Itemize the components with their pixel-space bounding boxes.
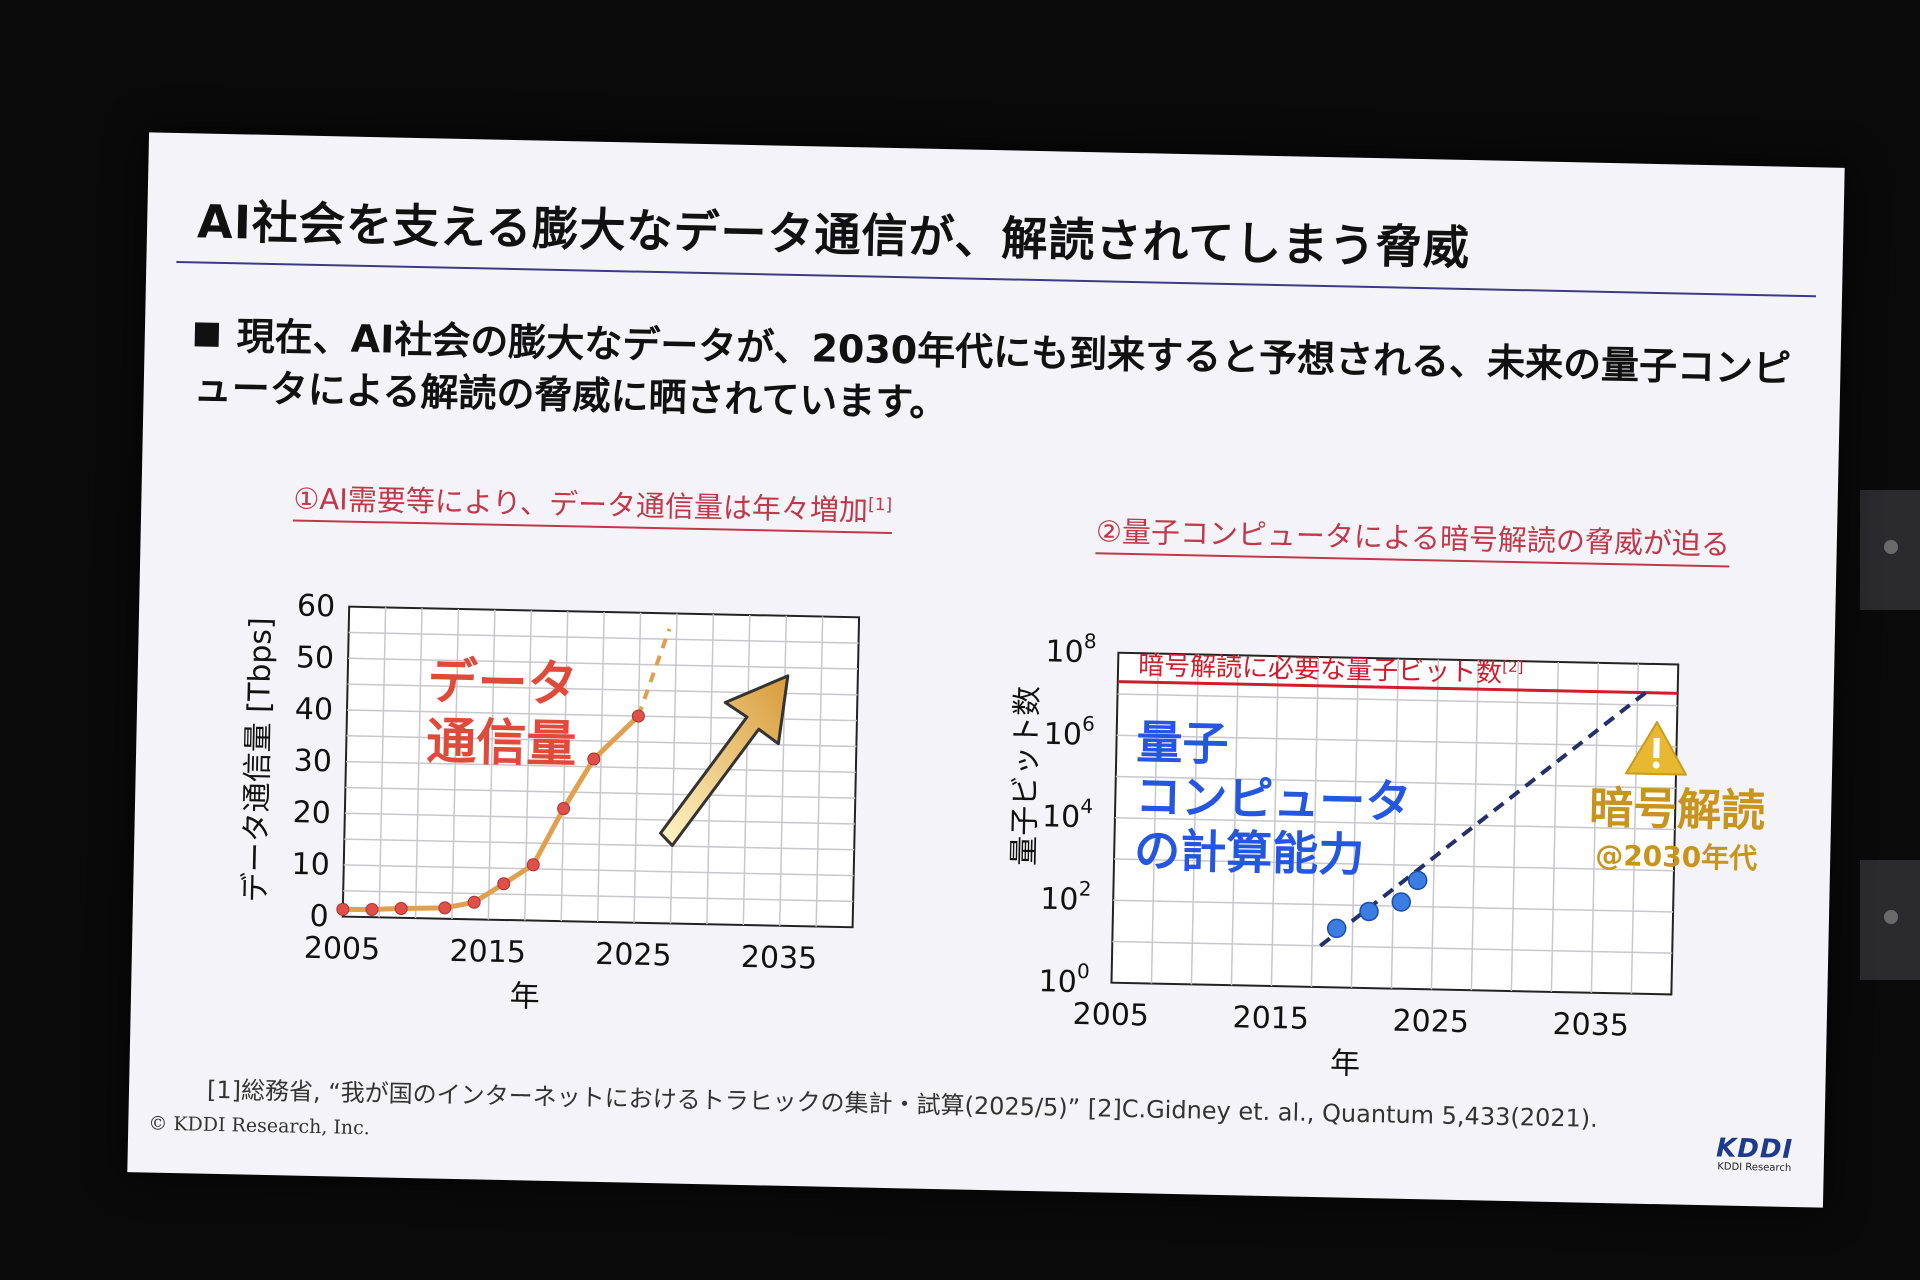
y-tick-exponent: 0 [1077,959,1090,983]
bullet-text: 現在、AI社会の膨大なデータが、2030年代にも到来すると予想される、未来の量子… [193,309,1795,446]
x-tick-label: 2025 [1392,1004,1469,1041]
arrow-shape [659,674,790,847]
qubit-point [1359,901,1379,922]
y-axis-title: 量子ビット数 [1007,686,1046,867]
chart2-title: ②量子コンピュータによる暗号解読の脅威が迫る [1095,508,1731,568]
traffic-annotation: 通信量 [426,712,577,773]
traffic-annotation: データ [427,652,578,713]
qubit-point [1407,870,1428,891]
logo-sub: KDDI Research [1717,1161,1792,1174]
traffic-point [438,901,452,915]
y-tick-base: 10 [1042,799,1081,835]
grid-line [1114,816,1675,831]
copyright: © KDDI Research, Inc. [148,1112,371,1140]
y-axis-title: データ通信量 [Tbps] [238,617,279,903]
y-tick-label: 108 [1045,628,1097,670]
slide-title: AI社会を支える膨大なデータ通信が、解読されてしまう脅威 [196,194,1471,276]
y-tick-label: 20 [292,795,331,831]
x-axis-title: 年 [1330,1046,1361,1082]
traffic-line [342,714,641,912]
bullet-square-icon [194,322,220,347]
grid-line [1117,693,1678,707]
warning-exclamation-dot [1652,761,1660,769]
qubit-point [1391,892,1411,912]
y-tick-base: 10 [1038,964,1077,1000]
y-tick-label: 40 [294,692,333,728]
kddi-logo: KDDI KDDI Research [1716,1133,1794,1174]
x-tick-label: 2025 [595,937,672,974]
traffic-point [394,902,408,916]
y-tick-label: 30 [293,744,332,780]
x-axis-title: 年 [509,979,540,1015]
capability-annotation: コンピュータ [1135,769,1412,829]
x-tick-label: 2005 [303,931,380,968]
y-tick-exponent: 4 [1080,794,1093,818]
y-tick-label: 104 [1042,793,1094,835]
x-tick-label: 2035 [1552,1007,1629,1044]
y-tick-label: 106 [1043,711,1095,753]
y-tick-base: 10 [1043,717,1082,753]
x-tick-label: 2015 [1232,1000,1309,1037]
grid-line [345,786,856,799]
traffic-point [557,802,571,816]
qubit-point [1326,918,1347,939]
grid-line [344,812,855,825]
x-tick-label: 2015 [449,934,526,971]
traffic-point [365,902,379,916]
traffic-point [631,709,645,723]
threat-sub-annotation: @2030年代 [1595,839,1758,875]
bullet-body: 現在、AI社会の膨大なデータが、2030年代にも到来すると予想される、未来の量子… [193,314,1792,426]
y-tick-label: 50 [296,640,335,676]
capability-annotation: の計算能力 [1134,823,1365,882]
threshold-ref: [2] [1502,658,1524,676]
y-tick-exponent: 8 [1084,629,1097,653]
y-tick-label: 0 [309,899,329,934]
grid-line [348,657,859,670]
bolt-icon [1884,910,1898,924]
grid-line [1114,858,1674,872]
screen-mount-clip-bottom [1860,860,1920,980]
trend-arrow [659,674,790,847]
threat-annotation: 暗号解読 [1589,783,1766,838]
y-tick-exponent: 2 [1078,876,1091,900]
screen-mount-clip-top [1860,490,1920,610]
y-tick-label: 60 [297,589,336,625]
traffic-point [336,902,350,916]
bolt-icon [1884,540,1898,554]
chart1-title-text: ①AI需要等により、データ通信量は年々増加 [293,481,869,528]
traffic-point [526,858,540,872]
grid-line [346,735,857,748]
grid-line [1116,734,1677,748]
chart1-title-ref: [1] [867,494,893,516]
x-tick-label: 2035 [741,940,818,977]
warning-exclamation-bar [1653,737,1660,759]
grid-line [1112,940,1673,954]
y-tick-label: 10 [291,847,330,883]
y-tick-label: 102 [1040,876,1092,918]
chart1-title: ①AI需要等により、データ通信量は年々増加[1] [292,475,893,534]
grid-line [345,760,856,774]
y-tick-label: 100 [1038,958,1090,1000]
grid-line [344,838,855,851]
logo-mark: KDDI [1715,1133,1794,1166]
grid-line [348,631,859,644]
x-tick-label: 2005 [1072,997,1149,1034]
y-tick-exponent: 6 [1082,712,1095,736]
traffic-projection [636,628,672,717]
grid-line [343,864,854,877]
y-tick-base: 10 [1045,634,1084,670]
grid-line [1115,775,1676,789]
threshold-line [1117,680,1678,695]
traffic-point [587,752,601,766]
traffic-point [497,877,511,891]
y-tick-base: 10 [1040,882,1079,918]
chart1-data-traffic: 2005 2015 2025 2035 0 10 20 30 40 50 60 年 データ通信量 [Tb… [238,589,861,1015]
chart2-qubits: 2005 2015 2025 2035100102104106108年量子ビット数暗号… [1007,628,1766,1082]
capability-annotation: 量子 [1136,715,1229,771]
grid-line [343,890,854,903]
slide: AI社会を支える膨大なデータ通信が、解読されてしまう脅威 現在、AI社会の膨大な… [127,132,1845,1208]
traffic-point [467,895,481,909]
footnote: [1]総務省, “我が国のインターネットにおけるトラヒックの集計・試算(2025… [206,1075,1599,1133]
